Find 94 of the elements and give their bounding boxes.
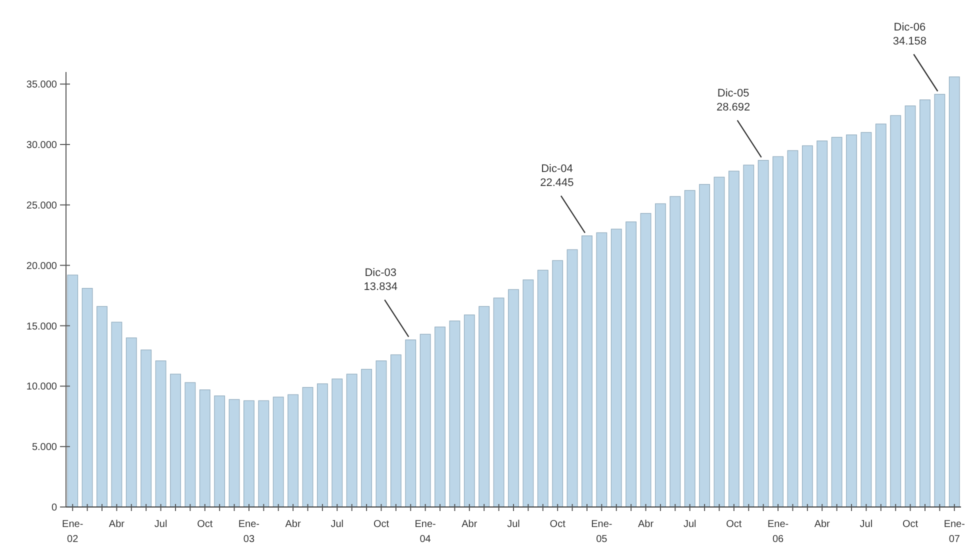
bar <box>244 400 254 508</box>
bar <box>860 132 872 508</box>
x-tick-label: Abr <box>108 519 126 530</box>
bar <box>743 164 754 508</box>
bar <box>508 289 519 508</box>
x-tick-label: Ene-05 <box>591 519 612 545</box>
bar <box>699 184 710 508</box>
bar <box>875 124 886 508</box>
x-tick-label: Jul <box>507 519 520 530</box>
bar <box>640 213 652 508</box>
bar <box>787 150 798 508</box>
data-label: Dic-04 22.445 <box>540 162 574 189</box>
bar <box>96 306 108 508</box>
bar <box>228 399 240 508</box>
bar <box>184 382 196 508</box>
bar <box>596 232 608 508</box>
bar <box>317 383 328 508</box>
bar <box>302 387 314 508</box>
bar <box>199 389 210 508</box>
bar <box>67 274 78 508</box>
x-tick-label: Abr <box>462 519 478 530</box>
bar <box>610 228 622 508</box>
bar <box>728 170 740 508</box>
bar <box>890 115 902 508</box>
bar <box>376 360 387 508</box>
bar <box>272 396 284 508</box>
bar <box>288 394 298 508</box>
bar <box>449 320 460 508</box>
x-tick-label: Jul <box>154 519 168 530</box>
y-tick-label: 20.000 <box>26 260 58 272</box>
bar <box>655 203 666 508</box>
bar <box>493 298 504 508</box>
y-tick-label: 5.000 <box>32 442 58 454</box>
bar <box>934 94 946 508</box>
y-tick-label: 0 <box>51 502 58 514</box>
y-tick-label: 15.000 <box>26 321 58 332</box>
bar <box>831 136 842 508</box>
y-tick-label: 25.000 <box>26 200 58 212</box>
bar <box>390 354 402 508</box>
x-tick-label: Oct <box>550 519 566 530</box>
bar <box>537 270 548 508</box>
bar <box>714 176 725 508</box>
y-tick-label: 10.000 <box>26 382 58 393</box>
bar <box>582 235 592 508</box>
bar <box>948 76 960 508</box>
bar <box>904 106 916 508</box>
x-tick-label: Oct <box>902 519 918 530</box>
bar <box>772 156 784 508</box>
bar <box>332 378 343 508</box>
bar <box>684 190 696 508</box>
bar <box>126 338 137 508</box>
bar <box>464 314 475 508</box>
x-tick-label: Abr <box>638 519 654 530</box>
bar <box>214 396 226 508</box>
bar <box>816 140 828 508</box>
bar <box>361 368 372 508</box>
bar <box>420 334 431 508</box>
bar <box>405 340 416 508</box>
bar <box>478 306 490 508</box>
x-tick-label: Ene-06 <box>767 519 789 545</box>
bar <box>670 196 681 508</box>
bar <box>552 260 564 508</box>
bar <box>846 134 857 508</box>
x-tick-label: Ene-03 <box>238 519 260 545</box>
bar <box>155 360 166 508</box>
x-tick-label: Jul <box>683 519 696 530</box>
x-tick-label: Oct <box>373 519 390 530</box>
data-label: Dic-06 34.158 <box>892 21 927 48</box>
x-tick-label: Abr <box>285 519 302 530</box>
bar <box>566 249 578 508</box>
bar <box>111 322 122 508</box>
x-tick-label: Oct <box>726 519 742 530</box>
x-tick-label: Jul <box>330 519 344 530</box>
x-tick-label: Ene-02 <box>62 519 84 545</box>
x-tick-label: Ene-04 <box>414 519 436 545</box>
x-tick-label: Ene-07 <box>944 519 965 545</box>
data-label: Dic-05 28.692 <box>716 87 750 114</box>
bar <box>170 374 181 508</box>
y-tick-label: 30.000 <box>26 140 58 151</box>
bar <box>522 280 534 508</box>
bar <box>434 326 446 508</box>
x-tick-label: Oct <box>197 519 213 530</box>
x-tick-label: Jul <box>860 519 873 530</box>
x-tick-label: Abr <box>814 519 831 530</box>
bar <box>920 99 930 508</box>
bar <box>346 374 358 508</box>
bar <box>140 350 152 508</box>
y-tick-label: 35.000 <box>26 80 58 91</box>
bar <box>82 288 93 508</box>
bar <box>758 160 769 508</box>
bar <box>626 222 637 508</box>
data-label: Dic-03 13.834 <box>364 266 398 293</box>
bar <box>258 400 270 508</box>
bar <box>802 145 813 508</box>
